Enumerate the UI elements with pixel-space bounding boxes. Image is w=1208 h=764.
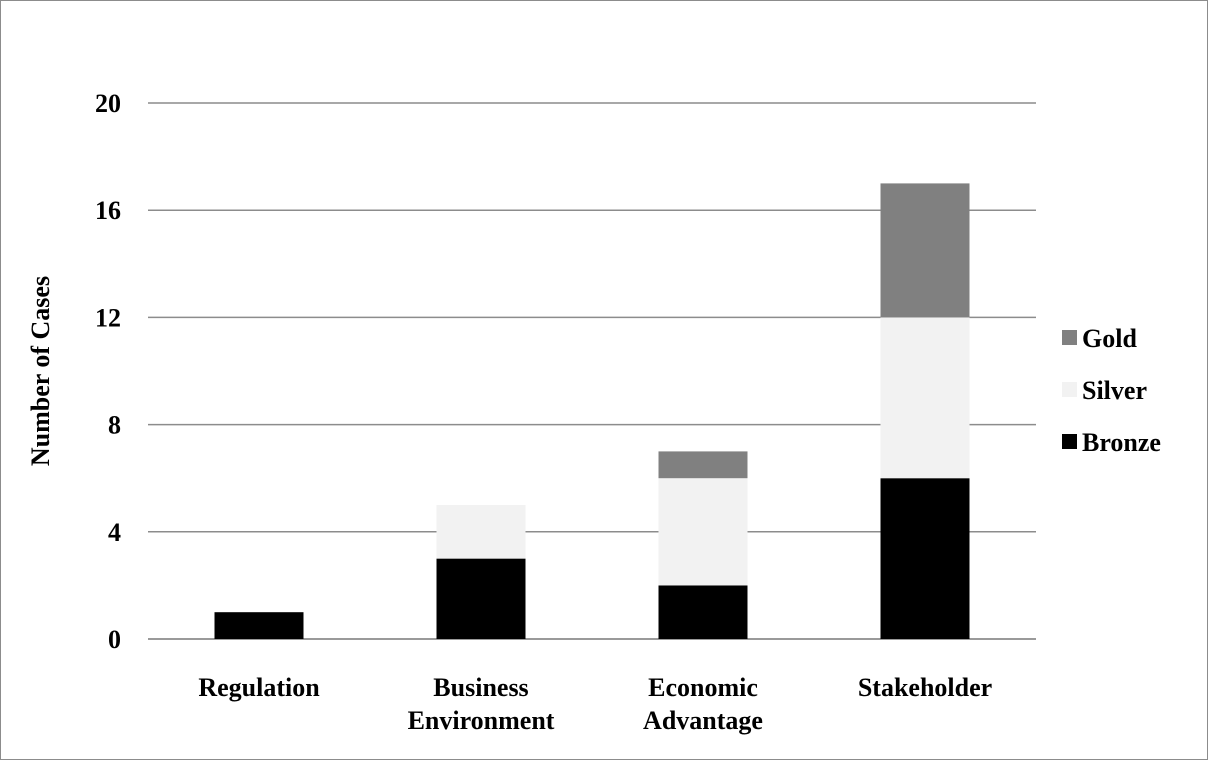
bar-bronze-2 [658,585,748,639]
legend-label-gold: Gold [1082,324,1137,353]
legend-swatch-gold [1062,330,1077,345]
bar-silver-1 [436,505,526,559]
bar-gold-3 [880,183,970,318]
bar-silver-2 [658,478,748,586]
y-tick-label: 16 [95,196,121,225]
y-tick-labels: 0 4 8 12 16 20 [95,89,121,654]
x-category-label: Business [433,673,528,702]
y-tick-label: 12 [95,303,121,332]
bar-bronze-3 [880,478,970,639]
bar-gold-2 [658,451,748,479]
legend-label-bronze: Bronze [1082,428,1161,457]
x-category-label: Economic [648,673,758,702]
bar-bronze-0 [214,612,304,639]
x-category-label: Environment [408,706,555,735]
legend: Gold Silver Bronze [1062,324,1161,457]
x-category-label: Advantage [643,706,763,735]
bar-silver-3 [880,317,970,479]
x-category-label: Regulation [198,673,320,702]
x-category-label: Stakeholder [858,673,992,702]
y-tick-label: 4 [108,518,121,547]
y-tick-label: 8 [108,411,121,440]
y-axis-label: Number of Cases [26,276,55,466]
bars [214,183,970,639]
y-tick-label: 0 [108,625,121,654]
x-category-labels: Regulation Business Environment Economic Adv… [198,673,992,735]
y-tick-label: 20 [95,89,121,118]
legend-swatch-bronze [1062,434,1077,449]
legend-label-silver: Silver [1082,376,1147,405]
legend-swatch-silver [1062,382,1077,397]
bar-bronze-1 [436,558,526,639]
